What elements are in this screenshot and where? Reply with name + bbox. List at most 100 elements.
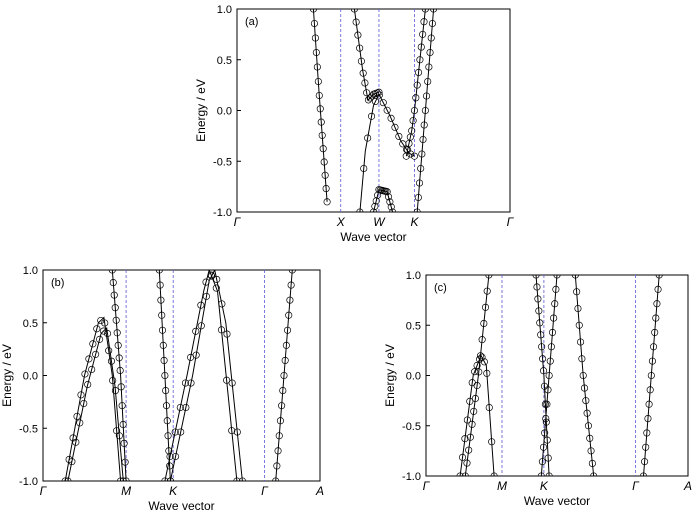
y-tick-label: 0.5	[406, 320, 421, 332]
band-point	[584, 422, 592, 430]
band-point	[537, 331, 545, 339]
band-line-2	[535, 275, 550, 476]
band-point	[313, 63, 321, 71]
band-point	[415, 179, 424, 187]
band-point	[387, 203, 395, 211]
band-point	[651, 328, 659, 336]
band-point	[463, 416, 471, 424]
band-point	[371, 202, 379, 210]
band-point	[321, 171, 329, 179]
band-point	[80, 399, 88, 408]
band-point	[312, 48, 320, 57]
band-point	[182, 403, 190, 412]
y-tick-label: -1.0	[19, 476, 38, 488]
band-point	[421, 9, 429, 13]
band-point	[387, 114, 395, 122]
kpoint-label: K	[169, 484, 178, 498]
band-point	[115, 432, 123, 440]
band-point	[579, 371, 587, 380]
band-point	[212, 284, 220, 292]
band-point	[543, 400, 551, 408]
band-point	[286, 296, 294, 304]
band-point	[314, 77, 322, 86]
band-point	[68, 458, 76, 466]
band-point	[582, 397, 590, 405]
kpoint-label: W	[373, 215, 386, 229]
kpoint-label: K	[540, 479, 549, 493]
band-point	[577, 338, 585, 346]
band-point	[233, 477, 241, 481]
band-point	[372, 197, 380, 205]
band-point	[414, 193, 422, 202]
y-tick-label: -1.0	[213, 207, 232, 219]
band-point	[483, 287, 491, 295]
kpoint-label: Γ	[507, 215, 515, 229]
band-point	[422, 92, 431, 100]
band-point	[368, 92, 376, 100]
band-point	[119, 420, 127, 429]
band-point	[218, 300, 226, 308]
y-axis-label: Energy / eV	[194, 79, 208, 142]
band-line-3	[540, 275, 558, 476]
band-point	[223, 376, 231, 384]
band-point	[535, 307, 543, 315]
band-point	[76, 419, 84, 427]
band-point	[650, 343, 658, 351]
y-tick-label: -0.5	[19, 423, 38, 435]
band-point	[408, 127, 416, 135]
band-point	[541, 429, 549, 437]
band-point	[166, 462, 174, 470]
band-point	[288, 270, 296, 274]
band-point	[375, 91, 383, 99]
band-point	[361, 79, 369, 87]
band-point	[458, 453, 467, 461]
band-point	[320, 158, 328, 166]
band-line-1	[67, 326, 124, 481]
band-point	[363, 89, 371, 97]
band-point	[197, 301, 205, 309]
band-point	[389, 208, 397, 212]
band-point	[414, 68, 423, 76]
band-point	[359, 69, 367, 77]
band-point	[573, 288, 581, 296]
band-point	[578, 355, 586, 363]
band-point	[350, 9, 358, 13]
band-point	[84, 380, 92, 389]
band-point	[409, 117, 417, 125]
band-point	[379, 99, 387, 107]
band-line-3	[373, 189, 394, 212]
band-point	[652, 314, 660, 322]
band-point	[317, 118, 325, 126]
band-point	[352, 18, 360, 26]
band-point	[639, 472, 648, 476]
y-tick-label: -0.5	[213, 156, 232, 168]
kpoint-label: K	[410, 215, 419, 229]
band-point	[356, 208, 364, 212]
band-point	[111, 304, 119, 312]
band-point	[653, 300, 661, 308]
band-line-0	[312, 9, 328, 202]
band-point	[97, 316, 105, 325]
band-point	[316, 105, 324, 113]
band-point	[274, 447, 282, 455]
band-point	[319, 145, 327, 153]
band-point	[166, 477, 174, 481]
band-point	[375, 88, 383, 96]
band-point	[642, 443, 650, 451]
band-point	[586, 434, 594, 442]
band-line-3	[158, 270, 171, 481]
band-point	[367, 112, 376, 120]
band-point	[537, 472, 545, 476]
panel-label: (c)	[434, 282, 447, 294]
band-point	[162, 387, 170, 395]
plot-frame	[236, 8, 511, 213]
band-point	[395, 132, 403, 140]
band-point	[425, 63, 433, 71]
band-point	[276, 417, 284, 425]
band-point	[161, 477, 169, 481]
band-point	[122, 477, 130, 481]
band-point	[421, 106, 429, 115]
band-point	[356, 44, 364, 52]
